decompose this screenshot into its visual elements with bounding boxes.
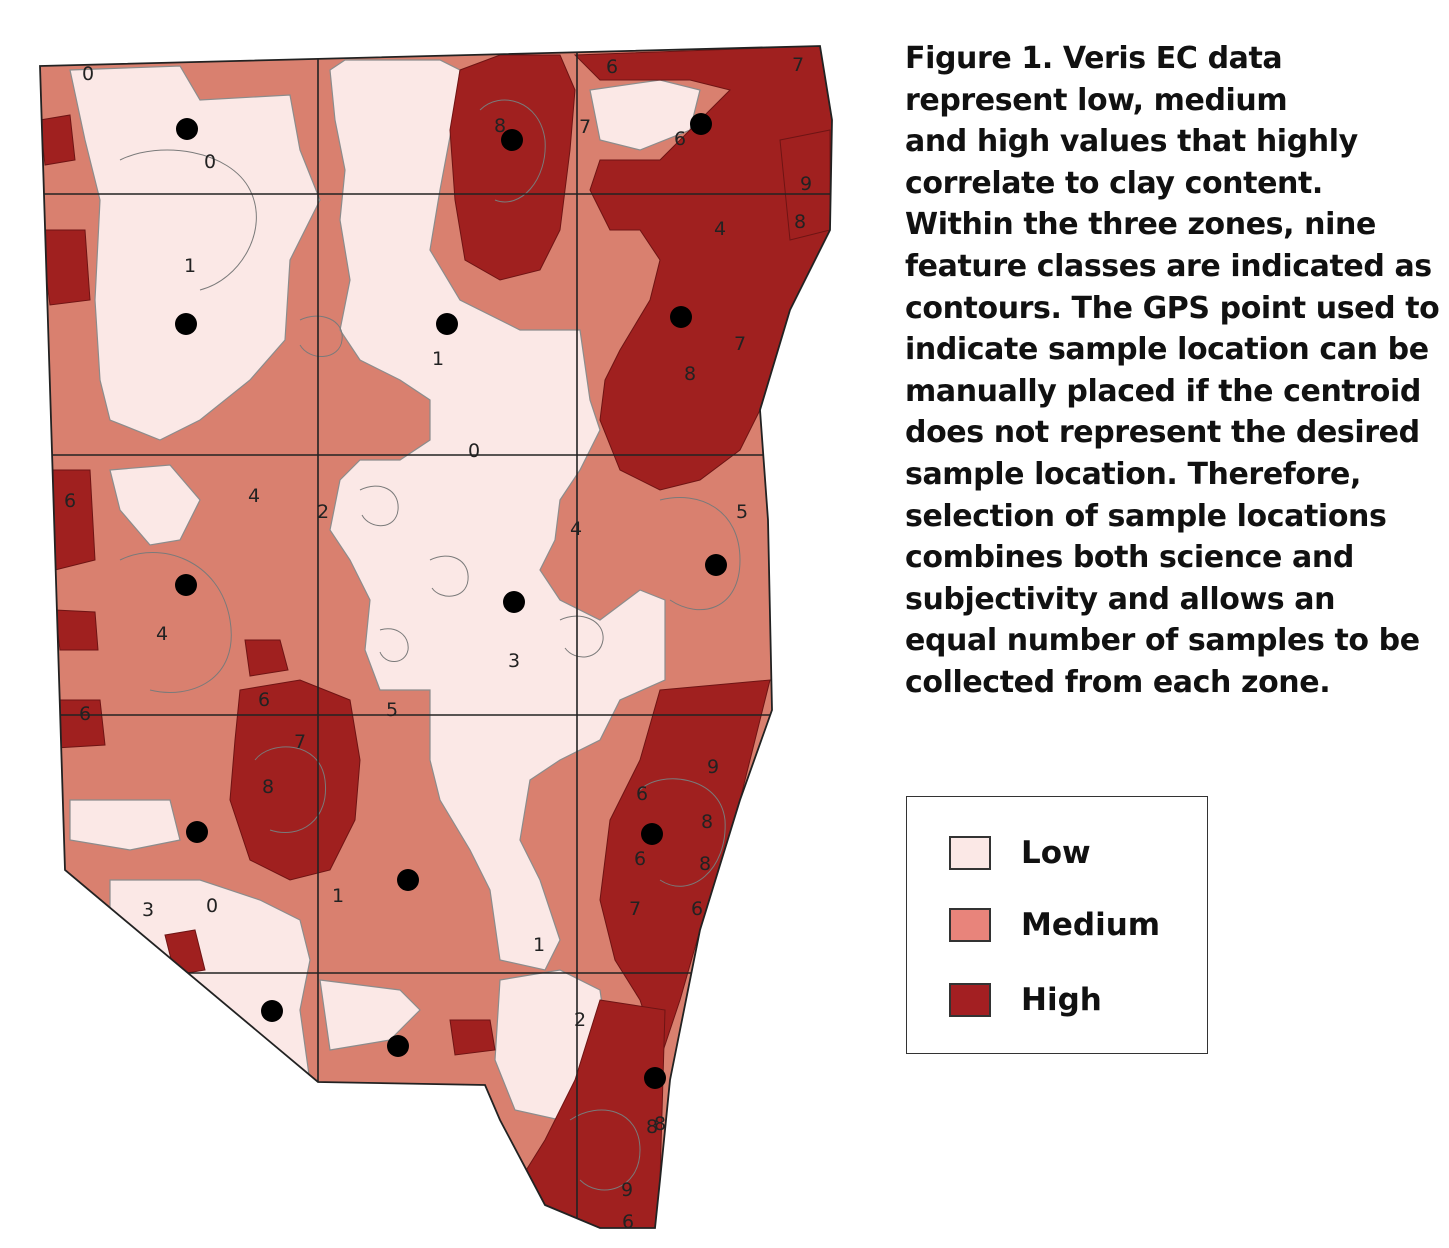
contour-class-label: 4 — [570, 518, 582, 540]
sample-point-marker — [387, 1035, 409, 1057]
contour-class-label: 8 — [654, 1113, 666, 1135]
caption-line: equal number of samples to be — [905, 623, 1420, 659]
contour-class-label: 8 — [699, 853, 711, 875]
figure-caption: Figure 1. Veris EC data represent low, me… — [905, 38, 1440, 704]
contour-class-label: 1 — [184, 255, 196, 277]
legend-swatch-high — [949, 983, 991, 1017]
contour-class-label: 4 — [714, 218, 726, 240]
contour-class-label: 3 — [142, 899, 154, 921]
sample-point-marker — [261, 1000, 283, 1022]
sample-point-marker — [176, 118, 198, 140]
contour-class-label: 7 — [792, 54, 804, 76]
sample-point-marker — [186, 821, 208, 843]
contour-class-label: 1 — [332, 885, 344, 907]
sample-point-marker — [175, 574, 197, 596]
sample-point-marker — [644, 1067, 666, 1089]
contour-labels: 0 0 1 1 0 2 4 4 3 5 3 0 1 2 1 6 7 8 6 6 7 8 7 9 8 4 8 7 6 6 5 6 4 6 8 9 8 6 8 7… — [64, 54, 812, 1233]
contour-class-label: 4 — [248, 485, 260, 507]
sample-point-marker — [436, 313, 458, 335]
caption-line: combines both science and — [905, 540, 1354, 576]
sample-point-marker — [705, 554, 727, 576]
contour-class-label: 6 — [258, 689, 270, 711]
contour-class-label: 6 — [64, 490, 76, 512]
caption-line: sample location. Therefore, — [905, 456, 1361, 492]
contour-class-label: 2 — [574, 1009, 586, 1031]
contour-class-label: 7 — [579, 116, 591, 138]
contour-class-label: 9 — [800, 173, 812, 195]
contour-class-label: 8 — [494, 115, 506, 137]
contour-class-label: 0 — [82, 63, 94, 85]
contour-class-label: 0 — [206, 895, 218, 917]
contour-class-label: 0 — [204, 151, 216, 173]
ec-zone-map: 0 0 1 1 0 2 4 4 3 5 3 0 1 2 1 6 7 8 6 6 7 8 7 9 8 4 8 7 6 6 5 6 4 6 8 9 8 6 8 7… — [39, 45, 833, 1233]
caption-line: manually placed if the centroid — [905, 373, 1421, 409]
legend-swatch-medium — [949, 908, 991, 942]
legend-label-low: Low — [1021, 835, 1091, 871]
caption-line: selection of sample locations — [905, 498, 1387, 534]
legend-item-low: Low — [949, 833, 1091, 873]
zone-fill — [40, 46, 832, 1228]
contour-class-label: 8 — [646, 1116, 658, 1138]
legend-swatch-low — [949, 836, 991, 870]
contour-class-label: 4 — [156, 623, 168, 645]
caption-line: collected from each zone. — [905, 664, 1331, 700]
legend-item-medium: Medium — [949, 905, 1160, 945]
sample-points — [175, 113, 727, 1089]
sample-point-marker — [503, 591, 525, 613]
contour-class-label: 1 — [533, 934, 545, 956]
legend-label-medium: Medium — [1021, 907, 1161, 943]
contour-class-label: 7 — [629, 898, 641, 920]
sample-point-marker — [397, 869, 419, 891]
field-boundary — [39, 45, 833, 1229]
caption-line: indicate sample location can be — [905, 332, 1429, 368]
caption-line: contours. The GPS point used to — [905, 290, 1440, 326]
contour-class-label: 0 — [468, 440, 480, 462]
contour-class-label: 6 — [634, 848, 646, 870]
legend: Low Medium High — [906, 796, 1208, 1054]
sample-point-marker — [670, 306, 692, 328]
contour-class-label: 6 — [636, 783, 648, 805]
caption-line: and high values that highly — [905, 124, 1358, 160]
sample-point-marker — [175, 313, 197, 335]
contour-class-label: 5 — [386, 699, 398, 721]
contour-class-label: 2 — [317, 501, 329, 523]
contour-class-label: 9 — [621, 1179, 633, 1201]
contour-class-label: 6 — [622, 1211, 634, 1233]
legend-label-high: High — [1021, 982, 1102, 1018]
contour-class-label: 8 — [794, 211, 806, 233]
sample-point-marker — [690, 113, 712, 135]
contour-class-label: 7 — [294, 731, 306, 753]
contour-class-label: 9 — [707, 756, 719, 778]
contour-class-label: 8 — [262, 776, 274, 798]
caption-line: Figure 1. Veris EC data — [905, 41, 1283, 76]
sample-point-marker — [501, 129, 523, 151]
contour-class-label: 7 — [734, 333, 746, 355]
contour-class-label: 5 — [736, 501, 748, 523]
caption-line: represent low, medium — [905, 82, 1288, 118]
contour-class-label: 3 — [508, 650, 520, 672]
contour-class-label: 8 — [684, 363, 696, 385]
contour-class-label: 6 — [79, 703, 91, 725]
contour-class-label: 8 — [701, 811, 713, 833]
contour-class-label: 6 — [606, 56, 618, 78]
contour-class-label: 6 — [674, 128, 686, 150]
caption-line: correlate to clay content. — [905, 165, 1323, 201]
sample-point-marker — [641, 823, 663, 845]
caption-line: feature classes are indicated as — [905, 248, 1432, 284]
caption-line: Within the three zones, nine — [905, 207, 1376, 243]
caption-line: subjectivity and allows an — [905, 581, 1336, 617]
caption-line: does not represent the desired — [905, 415, 1420, 451]
contour-class-label: 1 — [432, 348, 444, 370]
contour-class-label: 6 — [691, 898, 703, 920]
legend-item-high: High — [949, 980, 1102, 1020]
